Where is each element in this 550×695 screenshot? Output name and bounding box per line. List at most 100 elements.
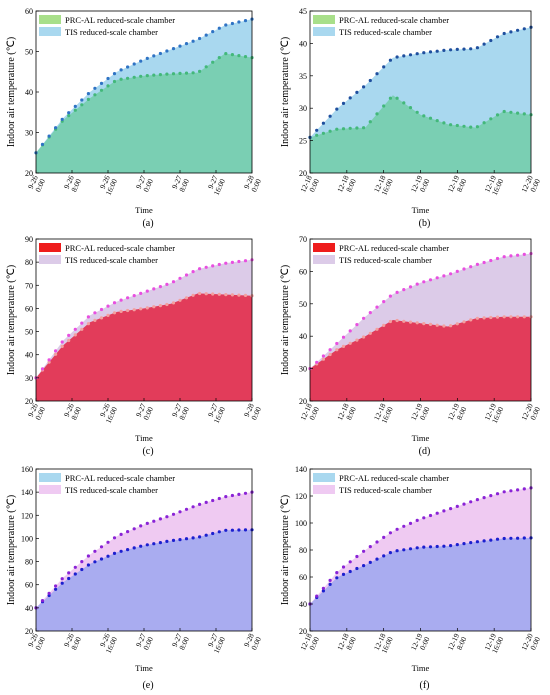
data-point xyxy=(126,530,130,534)
data-point xyxy=(204,265,208,269)
data-point xyxy=(198,69,202,73)
data-point xyxy=(395,290,399,294)
data-point xyxy=(368,545,372,549)
legend-label: PRC-AL reduced-scale chamber xyxy=(65,473,175,483)
data-point xyxy=(368,560,372,565)
y-tick-label: 80 xyxy=(25,558,33,567)
data-point xyxy=(99,307,104,312)
data-point xyxy=(489,494,493,498)
y-tick-label: 40 xyxy=(25,351,33,360)
panel-caption: (d) xyxy=(419,446,431,457)
data-point xyxy=(80,560,84,564)
data-point xyxy=(516,488,520,492)
x-tick-label: 12-190:00 xyxy=(409,174,432,197)
data-point xyxy=(204,533,208,537)
legend-swatch xyxy=(39,15,61,24)
x-tick-label: 9-280:00 xyxy=(242,402,263,422)
data-point xyxy=(341,127,346,131)
data-point xyxy=(455,543,459,547)
data-point xyxy=(93,93,97,97)
data-point xyxy=(217,26,221,30)
area-series-1 xyxy=(310,316,531,401)
area-series-1 xyxy=(310,537,531,631)
data-point xyxy=(348,126,352,130)
data-point xyxy=(204,65,208,69)
data-point xyxy=(449,48,453,52)
data-point xyxy=(126,296,130,300)
data-point xyxy=(145,56,149,61)
data-point xyxy=(230,493,234,498)
x-tick-label: 12-198:00 xyxy=(446,402,469,425)
y-tick-label: 160 xyxy=(21,465,33,474)
data-point xyxy=(112,301,117,305)
legend-label: PRC-AL reduced-scale chamber xyxy=(339,243,449,253)
markers-series-1 xyxy=(34,291,254,380)
y-tick-label: 80 xyxy=(25,258,33,267)
y-tick-label: 20 xyxy=(299,169,307,178)
data-point xyxy=(355,338,359,342)
data-point xyxy=(475,498,479,502)
data-point xyxy=(402,524,406,528)
data-point xyxy=(67,111,71,115)
data-point xyxy=(415,282,419,286)
data-point xyxy=(495,113,500,117)
y-axis-label: Indoor air temperature (℃) xyxy=(280,495,291,605)
data-point xyxy=(522,487,526,491)
data-point xyxy=(395,318,399,323)
data-point xyxy=(355,126,359,130)
legend-swatch xyxy=(313,27,335,36)
x-tick-label: 9-268:00 xyxy=(62,632,83,652)
data-point xyxy=(415,321,419,325)
data-point xyxy=(495,315,500,319)
data-point xyxy=(475,125,479,129)
data-point xyxy=(165,302,169,307)
data-point xyxy=(355,566,359,571)
data-point xyxy=(382,104,386,108)
data-point xyxy=(152,287,156,291)
data-point xyxy=(243,293,248,297)
data-point xyxy=(348,341,352,345)
x-tick-label: 9-278:00 xyxy=(170,174,191,194)
data-point xyxy=(355,323,359,327)
data-point xyxy=(469,318,473,322)
data-point xyxy=(40,599,45,603)
data-point xyxy=(237,54,241,58)
data-point xyxy=(158,73,162,77)
data-point xyxy=(165,282,169,286)
data-point xyxy=(315,128,319,132)
data-point xyxy=(422,545,426,549)
markers-series-1 xyxy=(34,528,254,610)
x-tick-label: 12-188:00 xyxy=(335,174,358,197)
y-tick-label: 35 xyxy=(299,72,307,81)
data-point xyxy=(119,77,123,81)
data-point xyxy=(408,547,413,551)
data-point xyxy=(171,47,176,51)
data-point xyxy=(382,554,386,558)
data-point xyxy=(388,551,392,555)
data-point xyxy=(191,270,195,274)
data-point xyxy=(152,73,156,77)
data-point xyxy=(462,320,466,324)
data-point xyxy=(462,542,466,546)
data-point xyxy=(191,39,195,43)
data-point xyxy=(198,535,202,539)
x-tick-label: 12-188:00 xyxy=(335,402,358,425)
y-tick-label: 140 xyxy=(295,465,307,474)
x-axis-label: Time xyxy=(412,663,430,673)
y-tick-label: 20 xyxy=(299,397,307,406)
data-point xyxy=(435,119,439,123)
x-axis-label: Time xyxy=(135,205,153,215)
data-point xyxy=(217,530,221,534)
data-point xyxy=(341,335,346,339)
x-tick-label: 9-2716:00 xyxy=(204,174,227,197)
data-point xyxy=(375,540,379,544)
data-point xyxy=(171,280,176,284)
data-point xyxy=(47,134,51,138)
data-point xyxy=(368,78,372,83)
y-axis-label: Indoor air temperature (℃) xyxy=(6,265,17,375)
data-point xyxy=(415,52,419,56)
data-point xyxy=(198,502,202,506)
data-point xyxy=(152,54,156,58)
y-axis-label: Indoor air temperature (℃) xyxy=(6,37,17,147)
data-point xyxy=(54,352,58,356)
